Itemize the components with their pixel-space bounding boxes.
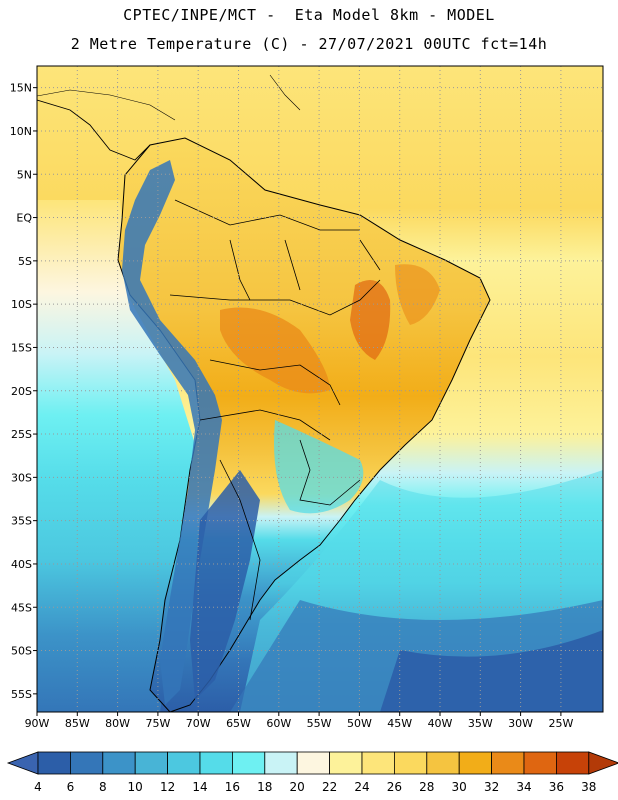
colorbar-swatch: [37, 751, 71, 775]
colorbar-swatch: [70, 751, 104, 775]
lon-label: 35W: [468, 717, 493, 730]
title-line-2: 2 Metre Temperature (C) - 27/07/2021 00U…: [70, 35, 548, 53]
lat-label: EQ: [16, 212, 32, 225]
colorbar-swatch: [296, 751, 331, 775]
colorbar-swatch: [102, 751, 136, 775]
lat-label: 15N: [10, 82, 32, 95]
lon-label: 25W: [548, 717, 573, 730]
colorbar-label: 16: [225, 780, 240, 794]
colorbar-label: 24: [354, 780, 369, 794]
colorbar-label: 8: [99, 780, 107, 794]
colorbar: 4 6 8 10 12 14 16 18 20 22 24 26 28 30 32 34 36 38: [6, 751, 618, 794]
lon-label: 90W: [25, 717, 50, 730]
colorbar-swatch: [134, 751, 168, 775]
hot-zone-northeast: [395, 264, 440, 325]
colorbar-label: 26: [387, 780, 402, 794]
lon-label: 50W: [347, 717, 372, 730]
lat-label: 55S: [11, 688, 32, 701]
lat-label: 20S: [11, 385, 32, 398]
lat-label: 10S: [11, 298, 32, 311]
lat-label: 45S: [11, 601, 32, 614]
lat-label: 15S: [11, 341, 32, 354]
patagonia-cold: [190, 470, 260, 700]
colorbar-swatch: [393, 751, 428, 775]
lat-label: 50S: [11, 645, 32, 658]
colorbar-label: 34: [516, 780, 531, 794]
lon-label: 55W: [307, 717, 332, 730]
colorbar-swatch: [426, 751, 460, 775]
colorbar-label: 18: [257, 780, 272, 794]
pacific-field: [37, 200, 200, 712]
colorbar-swatch: [199, 751, 233, 775]
lon-label: 75W: [145, 717, 170, 730]
colorbar-low-arrow: [6, 751, 39, 775]
colorbar-high-arrow: [588, 751, 618, 775]
colorbar-label: 20: [290, 780, 305, 794]
colorbar-label: 10: [128, 780, 143, 794]
colorbar-swatch: [556, 751, 590, 775]
colorbar-label: 36: [549, 780, 564, 794]
colorbar-label: 12: [160, 780, 175, 794]
colorbar-swatch: [491, 751, 525, 775]
lon-label: 80W: [105, 717, 130, 730]
colorbar-label: 30: [452, 780, 467, 794]
colorbar-swatch: [264, 751, 298, 775]
lat-label: 10N: [10, 125, 32, 138]
colorbar-swatch: [458, 751, 493, 775]
colorbar-label: 14: [192, 780, 207, 794]
colorbar-label: 38: [581, 780, 596, 794]
lon-label: 70W: [186, 717, 211, 730]
central-america-coast: [37, 99, 151, 161]
lat-label: 40S: [11, 558, 32, 571]
colorbar-label: 4: [34, 780, 42, 794]
longitude-labels: 90W 85W 80W 75W 70W 65W 60W 55W 50W 45W 40W 35W 30W 2…: [25, 712, 573, 730]
lat-label: 35S: [11, 515, 32, 528]
colorbar-swatch: [361, 751, 395, 775]
map-field: [37, 66, 603, 712]
lat-label: 5S: [18, 255, 32, 268]
lon-label: 60W: [266, 717, 291, 730]
colorbar-label: 22: [322, 780, 337, 794]
colorbar-label: 6: [67, 780, 75, 794]
lon-label: 85W: [65, 717, 90, 730]
map-frame: [36, 65, 604, 713]
colorbar-swatch: [231, 751, 266, 775]
colorbar-label: 28: [419, 780, 434, 794]
antilles: [269, 74, 301, 111]
lon-label: 30W: [508, 717, 533, 730]
lat-label: 30S: [11, 471, 32, 484]
lat-label: 25S: [11, 428, 32, 441]
far-south-cold: [380, 630, 603, 712]
lat-label: 5N: [17, 168, 32, 181]
colorbar-swatch: [523, 751, 557, 775]
lon-label: 45W: [387, 717, 412, 730]
title-line-1: CPTEC/INPE/MCT - Eta Model 8km - MODEL: [123, 6, 495, 24]
country-borders: [169, 199, 381, 621]
colorbar-swatch: [167, 751, 201, 775]
lon-label: 65W: [226, 717, 251, 730]
lon-label: 40W: [428, 717, 453, 730]
colorbar-swatch: [329, 751, 363, 775]
latitude-labels: 15N 10N 5N EQ 5S 10S 15S 20S 25S 30S 35S 40S 45S 50S 5…: [10, 82, 37, 701]
colorbar-label: 32: [484, 780, 499, 794]
hot-zone-mato-grosso: [220, 307, 330, 394]
